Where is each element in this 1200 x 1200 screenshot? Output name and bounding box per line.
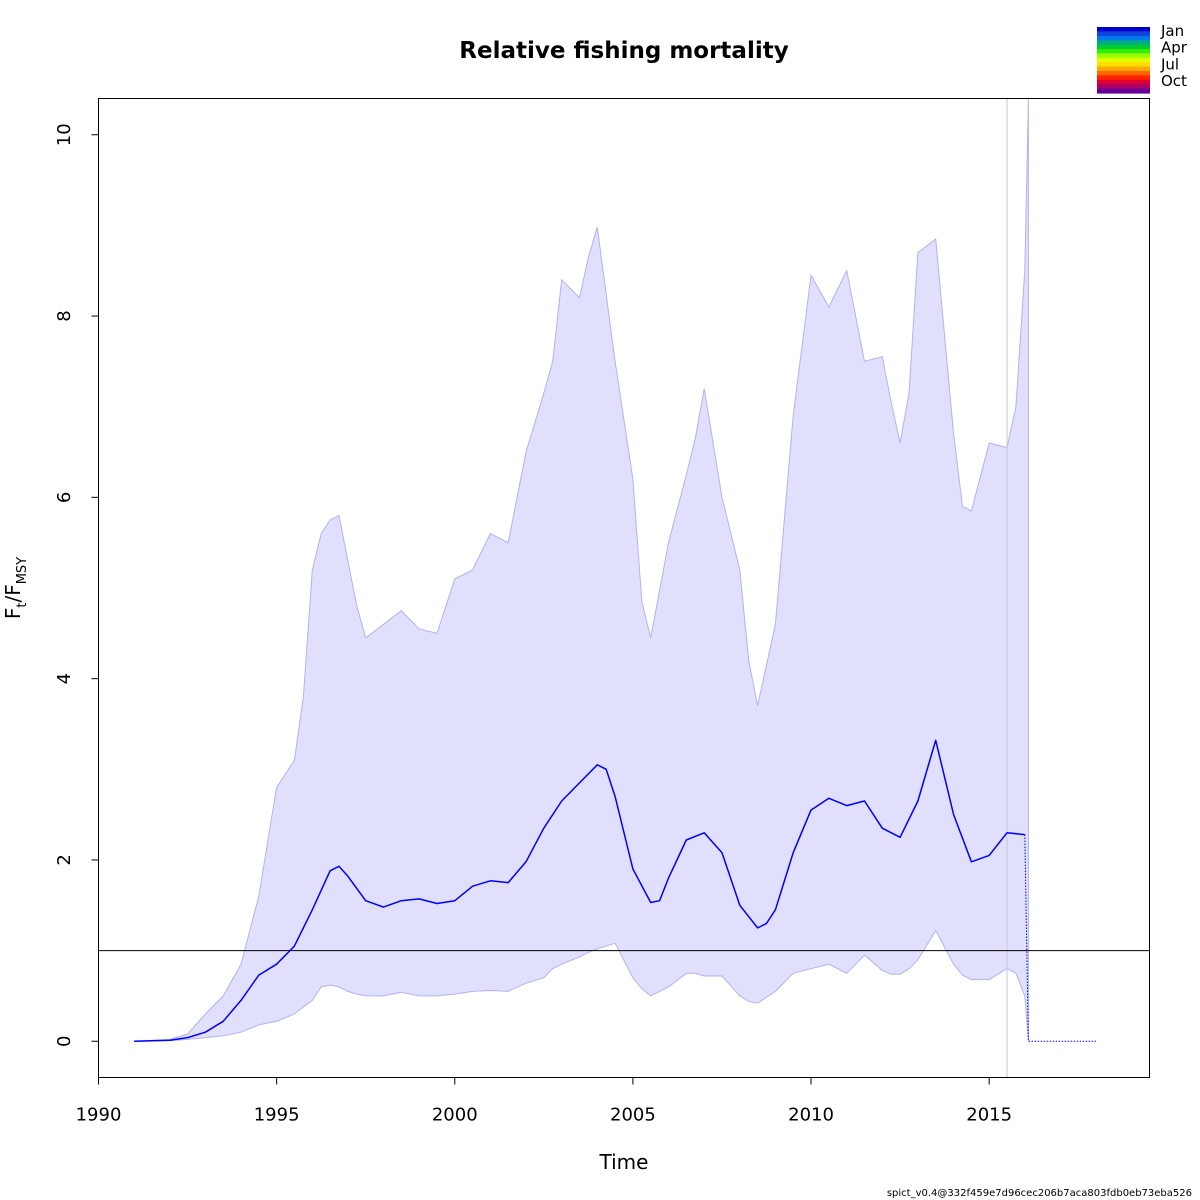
y-tick-label: 4 bbox=[54, 673, 75, 684]
x-tick-label: 1990 bbox=[76, 1105, 122, 1126]
legend-label-apr: Apr bbox=[1161, 39, 1188, 57]
legend-color-swatch bbox=[1097, 79, 1150, 85]
confidence-band bbox=[134, 98, 1029, 1042]
y-tick-label: 2 bbox=[54, 854, 75, 865]
x-tick-label: 1995 bbox=[254, 1105, 300, 1126]
legend-color-swatch bbox=[1097, 40, 1150, 46]
y-axis-label-sub-msy: MSY bbox=[15, 557, 30, 584]
y-axis: 0 2 4 6 8 10 bbox=[54, 123, 99, 1047]
legend-color-swatch bbox=[1097, 71, 1150, 76]
y-tick-label: 0 bbox=[54, 1036, 75, 1047]
x-tick-label: 2015 bbox=[966, 1105, 1012, 1126]
legend-color-swatch bbox=[1097, 49, 1150, 54]
chart-title: Relative fishing mortality bbox=[459, 38, 788, 64]
version-footer: spict_v0.4@332f459e7d96cec206b7aca803fdb… bbox=[887, 1188, 1192, 1199]
y-axis-label-sep: /F bbox=[1, 584, 25, 602]
plot-area bbox=[98, 98, 1150, 1078]
y-axis-label: Ft/FMSY bbox=[1, 557, 30, 619]
y-tick-label: 6 bbox=[54, 492, 75, 503]
x-tick-label: 2000 bbox=[432, 1105, 478, 1126]
forecast-line bbox=[1024, 834, 1097, 1042]
x-tick-label: 2005 bbox=[610, 1105, 656, 1126]
legend-color-swatch bbox=[1097, 27, 1150, 32]
legend-color-swatch bbox=[1097, 84, 1150, 90]
x-tick-label: 2010 bbox=[788, 1105, 834, 1126]
y-axis-label-main: F bbox=[1, 608, 25, 620]
x-axis-label: Time bbox=[599, 1150, 649, 1174]
legend-color-swatch bbox=[1097, 88, 1150, 94]
legend-label-oct: Oct bbox=[1161, 72, 1187, 90]
legend-color-swatch bbox=[1097, 57, 1150, 63]
y-tick-label: 10 bbox=[54, 123, 75, 146]
y-axis-label-sub-t: t bbox=[15, 603, 30, 608]
x-axis: 1990 1995 2000 2005 2010 2015 bbox=[76, 1077, 1012, 1126]
legend-color-swatch bbox=[1097, 31, 1150, 37]
legend-color-swatch bbox=[1097, 66, 1150, 72]
legend-color-swatch bbox=[1097, 44, 1150, 50]
estimate-line bbox=[134, 739, 1025, 1042]
legend-color-swatch bbox=[1097, 62, 1150, 68]
legend-color-swatch bbox=[1097, 35, 1150, 41]
legend-color-swatch bbox=[1097, 75, 1150, 81]
y-tick-label: 8 bbox=[54, 310, 75, 321]
legend-label-jan: Jan bbox=[1160, 22, 1184, 40]
legend-label-jul: Jul bbox=[1160, 55, 1179, 73]
legend-color-swatch bbox=[1097, 53, 1150, 59]
